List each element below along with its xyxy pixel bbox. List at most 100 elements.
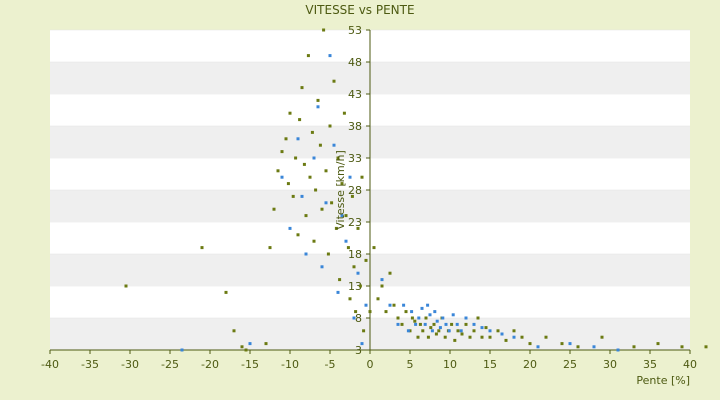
- data-point-series-2: [336, 290, 340, 294]
- data-point-series-1: [413, 319, 417, 323]
- data-point-series-2: [616, 348, 620, 352]
- data-point-series-1: [298, 118, 302, 122]
- data-point-series-2: [180, 348, 184, 352]
- data-points: [124, 28, 708, 352]
- data-point-series-2: [444, 322, 448, 326]
- data-point-series-1: [576, 345, 580, 349]
- data-point-series-1: [704, 345, 708, 349]
- data-point-series-1: [310, 130, 314, 134]
- y-tick-label: 3: [355, 344, 362, 357]
- data-point-series-1: [380, 284, 384, 288]
- data-point-series-2: [568, 342, 572, 346]
- data-point-series-1: [434, 332, 438, 336]
- data-point-series-2: [300, 194, 304, 198]
- data-point-series-1: [304, 214, 308, 218]
- data-point-series-2: [332, 143, 336, 147]
- data-point-series-1: [322, 28, 326, 32]
- x-tick-label: 0: [367, 358, 374, 371]
- data-point-series-2: [488, 329, 492, 333]
- data-point-series-2: [396, 322, 400, 326]
- data-point-series-2: [348, 175, 352, 179]
- data-point-series-1: [504, 338, 508, 342]
- x-tick-label: -35: [81, 358, 99, 371]
- y-tick-label: 28: [348, 184, 362, 197]
- data-point-series-1: [484, 326, 488, 330]
- data-point-series-1: [384, 310, 388, 314]
- data-point-series-1: [480, 335, 484, 339]
- data-point-series-1: [362, 329, 366, 333]
- x-tick-label: -40: [41, 358, 59, 371]
- y-tick-label: 38: [348, 120, 362, 133]
- data-point-series-2: [423, 322, 427, 326]
- data-point-series-1: [316, 98, 320, 102]
- data-point-series-1: [476, 316, 480, 320]
- data-point-series-1: [408, 329, 412, 333]
- data-point-series-1: [336, 156, 340, 160]
- data-point-series-1: [288, 111, 292, 115]
- x-tick-label: -20: [201, 358, 219, 371]
- data-point-series-2: [426, 303, 430, 307]
- data-point-series-1: [330, 201, 334, 205]
- data-point-series-1: [488, 335, 492, 339]
- y-tick-label: 43: [348, 88, 362, 101]
- data-point-series-2: [320, 265, 324, 269]
- data-point-series-1: [318, 143, 322, 147]
- data-point-series-1: [348, 297, 352, 301]
- data-point-series-1: [308, 175, 312, 179]
- data-point-series-2: [406, 329, 410, 333]
- data-point-series-1: [294, 156, 298, 160]
- x-tick-label: 30: [603, 358, 617, 371]
- data-point-series-1: [437, 329, 441, 333]
- data-point-series-1: [656, 342, 660, 346]
- data-point-series-2: [447, 329, 451, 333]
- data-point-series-2: [438, 326, 442, 330]
- data-point-series-2: [304, 252, 308, 256]
- data-point-series-2: [360, 342, 364, 346]
- data-point-series-2: [441, 316, 445, 320]
- data-point-series-2: [428, 313, 432, 317]
- data-point-series-2: [472, 322, 476, 326]
- y-tick-label: 18: [348, 248, 362, 261]
- data-point-series-1: [392, 303, 396, 307]
- data-point-series-1: [302, 162, 306, 166]
- data-point-series-2: [328, 54, 332, 58]
- data-point-series-1: [342, 111, 346, 115]
- x-tick-label: 35: [643, 358, 657, 371]
- data-point-series-1: [472, 329, 476, 333]
- data-point-series-1: [334, 226, 338, 230]
- data-point-series-2: [340, 214, 344, 218]
- data-point-series-1: [328, 124, 332, 128]
- x-tick-label: -5: [325, 358, 336, 371]
- y-tick-label: 23: [348, 216, 362, 229]
- data-point-series-2: [500, 332, 504, 336]
- y-axis-label: Vitesse [km/h]: [334, 150, 347, 230]
- data-point-series-1: [443, 335, 447, 339]
- data-point-series-1: [244, 348, 248, 352]
- data-point-series-2: [280, 175, 284, 179]
- data-point-series-1: [272, 207, 276, 211]
- data-point-series-1: [421, 329, 425, 333]
- data-point-series-1: [432, 322, 436, 326]
- data-point-series-1: [680, 345, 684, 349]
- data-point-series-1: [340, 182, 344, 186]
- data-point-series-2: [296, 137, 300, 141]
- data-point-series-1: [356, 226, 360, 230]
- data-point-series-2: [344, 239, 348, 243]
- data-point-series-2: [324, 201, 328, 205]
- data-point-series-1: [560, 342, 564, 346]
- data-point-series-1: [280, 150, 284, 154]
- data-point-series-1: [320, 207, 324, 211]
- data-point-series-1: [326, 252, 330, 256]
- data-point-series-1: [410, 316, 414, 320]
- data-point-series-1: [291, 194, 295, 198]
- data-point-series-2: [414, 322, 418, 326]
- x-tick-label: 40: [683, 358, 697, 371]
- data-point-series-1: [306, 54, 310, 58]
- data-point-series-2: [356, 271, 360, 275]
- data-point-series-1: [314, 188, 318, 192]
- data-point-series-2: [312, 156, 316, 160]
- data-point-series-1: [512, 329, 516, 333]
- data-point-series-1: [358, 284, 362, 288]
- data-point-series-1: [460, 332, 464, 336]
- data-point-series-2: [417, 316, 421, 320]
